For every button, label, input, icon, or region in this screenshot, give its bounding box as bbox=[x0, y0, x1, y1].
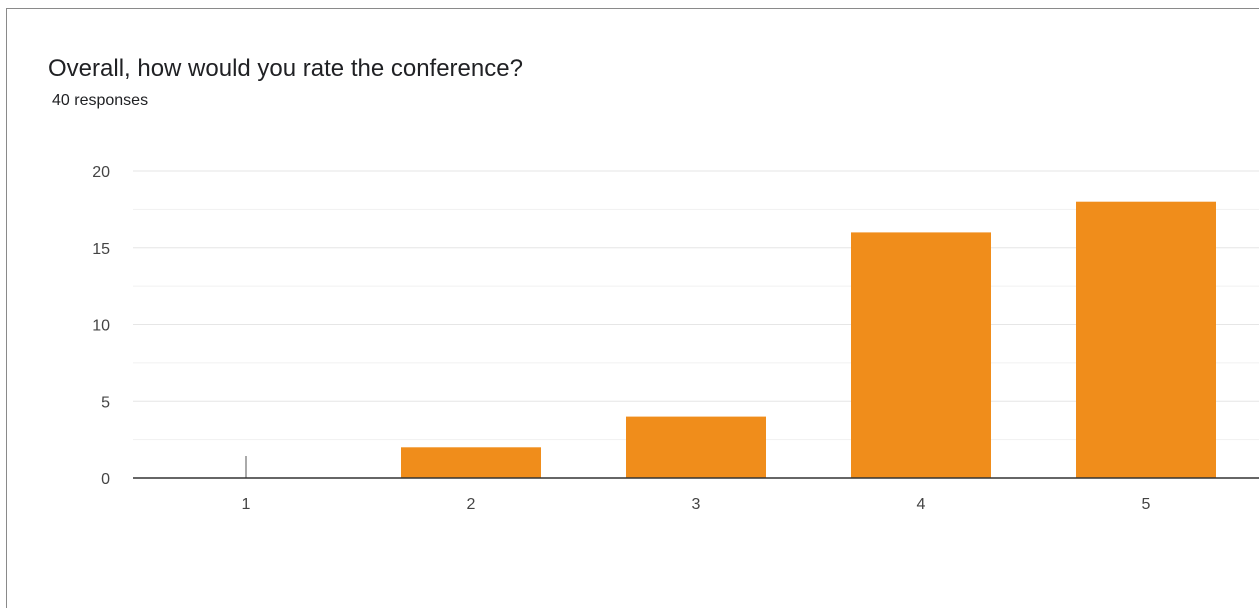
x-tick-label: 4 bbox=[917, 496, 926, 513]
bar-5 bbox=[1076, 201, 1216, 478]
response-count: 40 responses bbox=[52, 92, 149, 109]
y-tick-label: 15 bbox=[92, 241, 110, 258]
y-axis-ticks: 0 5 10 15 20 bbox=[92, 164, 110, 488]
y-tick-label: 0 bbox=[101, 471, 110, 488]
chart-title: Overall, how would you rate the conferen… bbox=[48, 55, 523, 82]
y-tick-label: 20 bbox=[92, 164, 110, 181]
bar-4 bbox=[851, 232, 991, 478]
y-tick-label: 5 bbox=[101, 394, 110, 411]
x-tick-label: 3 bbox=[692, 496, 701, 513]
bar-2 bbox=[401, 447, 541, 478]
x-tick-label: 2 bbox=[467, 496, 476, 513]
bars bbox=[245, 201, 1216, 478]
x-tick-label: 5 bbox=[1142, 496, 1151, 513]
x-tick-label: 1 bbox=[242, 496, 251, 513]
y-tick-label: 10 bbox=[92, 318, 110, 335]
x-axis-ticks: 1 2 3 4 5 bbox=[242, 496, 1151, 513]
bar-3 bbox=[626, 416, 766, 478]
chart-card bbox=[6, 8, 1259, 608]
gridlines bbox=[133, 170, 1259, 441]
